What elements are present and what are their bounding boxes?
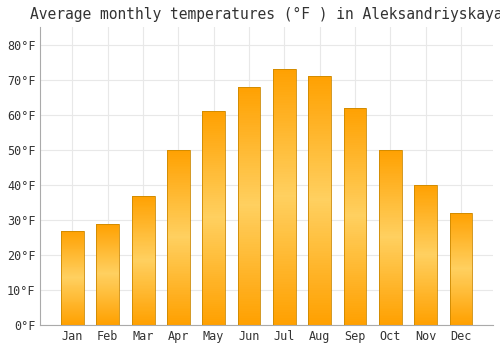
Bar	[344, 108, 366, 325]
Bar	[379, 150, 402, 325]
Bar	[414, 185, 437, 325]
Title: Average monthly temperatures (°F ) in Aleksandriyskaya: Average monthly temperatures (°F ) in Al…	[30, 7, 500, 22]
Bar	[96, 224, 119, 325]
Bar	[202, 111, 225, 325]
Bar	[132, 196, 154, 325]
Bar	[238, 87, 260, 325]
Bar	[273, 69, 296, 325]
Bar	[450, 213, 472, 325]
Bar	[308, 76, 331, 325]
Bar	[167, 150, 190, 325]
Bar	[61, 231, 84, 325]
